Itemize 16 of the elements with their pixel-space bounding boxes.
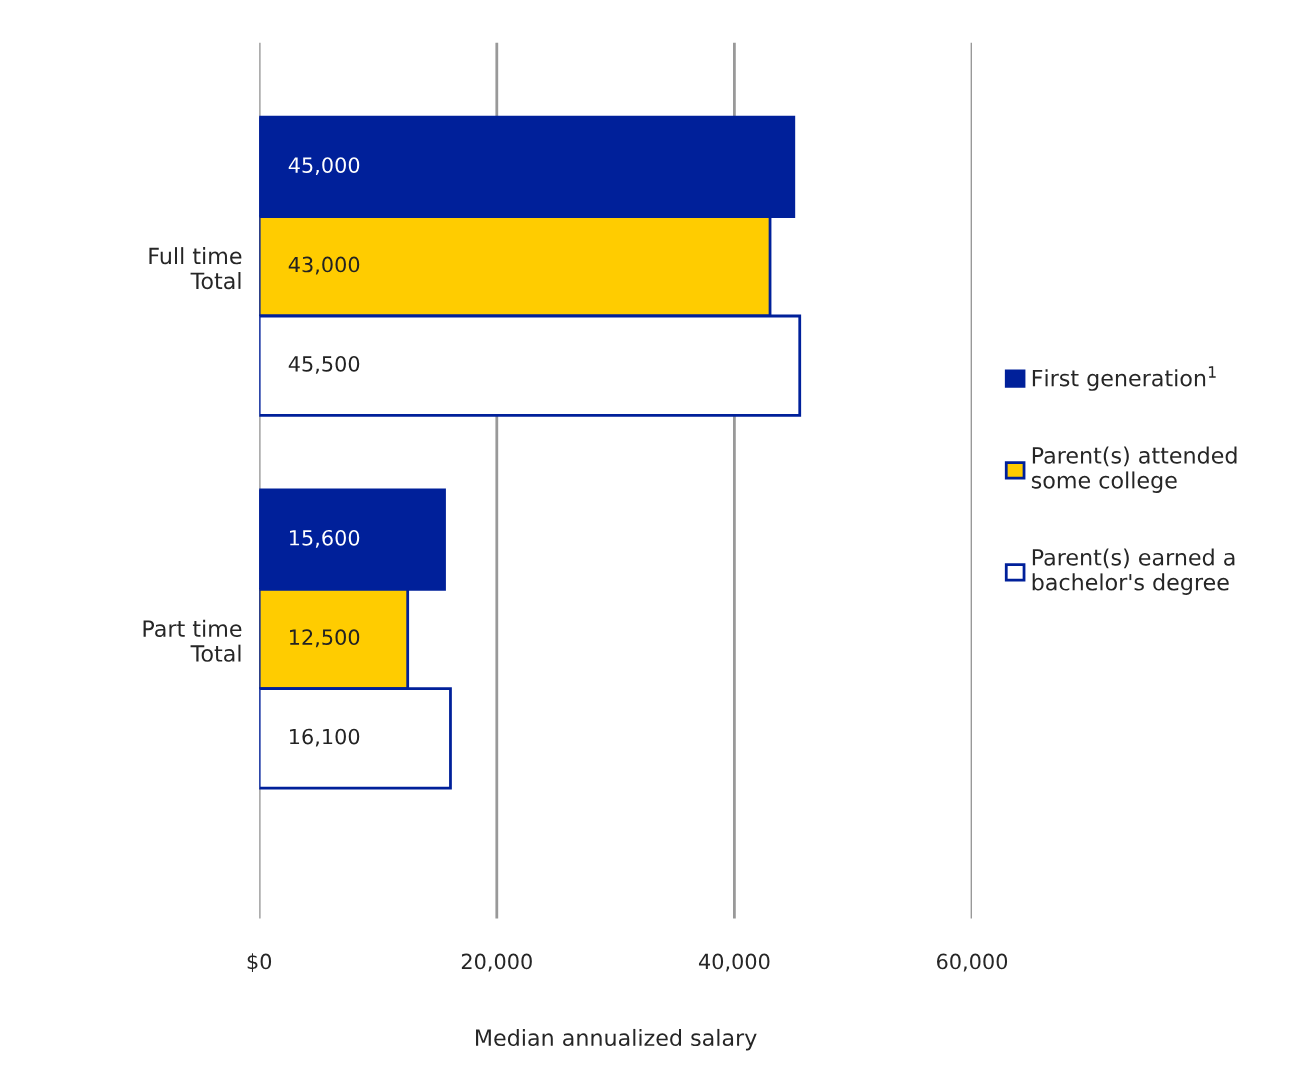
legend-label: First generation$^{1}$ (1032, 366, 1216, 391)
y-tick-label: Part time Total (143, 619, 242, 662)
x-tick-label: 60,000 (937, 953, 1008, 972)
data-label: 45,000 (288, 157, 360, 176)
data-label: 16,100 (290, 728, 360, 747)
x-axis-title: Median annualized salary (476, 1028, 757, 1051)
x-tick-label: 40,000 (698, 953, 770, 972)
data-label: 15,600 (290, 529, 360, 548)
x-tick-label: 20,000 (461, 953, 532, 972)
data-label: 43,000 (288, 256, 360, 275)
data-label: 45,500 (288, 355, 360, 374)
x-tick-label: $0 (247, 953, 272, 973)
legend-label: Parent(s) earned a bachelor's degree (1032, 548, 1235, 595)
legend-label: Parent(s) attended some college (1031, 446, 1237, 493)
y-tick-label: Full time Total (149, 247, 242, 290)
data-label: 12,500 (290, 629, 360, 648)
